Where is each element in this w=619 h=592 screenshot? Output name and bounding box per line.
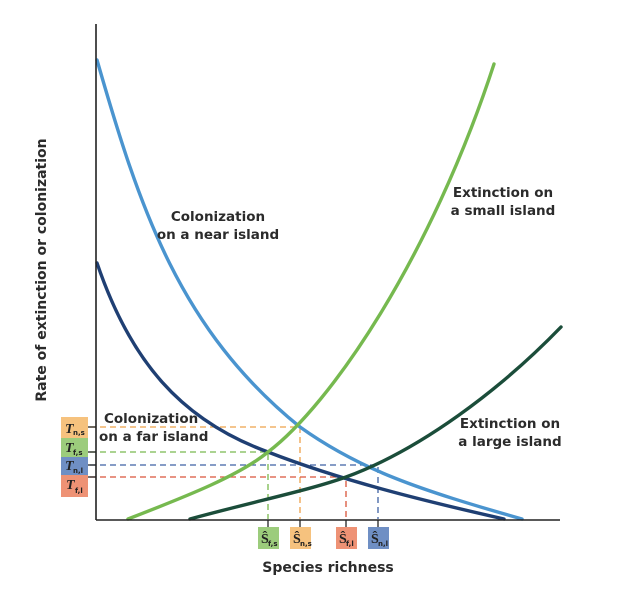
curve-extinction-small <box>126 62 496 521</box>
label-S-n-l: Ŝ n,l <box>368 527 389 549</box>
svg-text:Ŝ: Ŝ <box>371 530 379 547</box>
svg-text:Ŝ: Ŝ <box>339 530 347 547</box>
label-colonization-far-2: on a far island <box>99 429 208 445</box>
guide-n-l <box>90 464 379 519</box>
svg-text:f,s: f,s <box>73 449 83 457</box>
label-S-f-s: Ŝ f,s <box>258 527 279 549</box>
curve-extinction-large <box>188 325 563 521</box>
x-axis-title: Species richness <box>262 560 394 576</box>
curve-colonization-near <box>95 58 524 521</box>
label-extinction-small-2: a small island <box>451 203 556 219</box>
x-ticks <box>267 520 379 528</box>
label-T-f-l: T f,l <box>61 475 88 497</box>
label-colonization-near-2: on a near island <box>157 227 279 243</box>
label-T-f-s: T f,s <box>61 438 88 457</box>
svg-text:Ŝ: Ŝ <box>261 530 269 547</box>
svg-text:n,l: n,l <box>378 540 388 548</box>
label-extinction-small-1: Extinction on <box>453 185 553 201</box>
guide-f-s <box>90 451 269 519</box>
axes <box>95 24 560 521</box>
curve-labels: Colonization on a near island Colonizati… <box>99 185 562 450</box>
y-axis-title: Rate of extinction or colonization <box>34 138 50 401</box>
label-extinction-large-1: Extinction on <box>460 416 560 432</box>
svg-text:n,s: n,s <box>73 429 85 437</box>
label-extinction-large-2: a large island <box>458 434 561 450</box>
label-S-n-s: Ŝ n,s <box>290 527 312 549</box>
y-ticks <box>88 426 96 478</box>
svg-text:T: T <box>65 422 75 437</box>
turnover-labels: T n,s T f,s T n,l T f,l <box>61 417 88 497</box>
svg-text:T: T <box>65 459 75 474</box>
label-T-n-l: T n,l <box>61 457 88 475</box>
svg-text:f,l: f,l <box>346 540 354 548</box>
label-S-f-l: Ŝ f,l <box>336 527 357 549</box>
curves <box>95 58 563 521</box>
richness-labels: Ŝ f,s Ŝ n,s Ŝ f,l Ŝ n,l <box>258 527 389 549</box>
svg-text:n,s: n,s <box>300 540 312 548</box>
label-T-n-s: T n,s <box>61 417 88 438</box>
svg-text:T: T <box>65 441 75 456</box>
label-colonization-far-1: Colonization <box>104 411 198 427</box>
svg-text:T: T <box>66 478 76 493</box>
svg-text:f,l: f,l <box>75 487 83 495</box>
svg-text:f,s: f,s <box>268 540 278 548</box>
svg-text:Ŝ: Ŝ <box>293 530 301 547</box>
svg-text:n,l: n,l <box>73 467 83 475</box>
label-colonization-near-1: Colonization <box>171 209 265 225</box>
